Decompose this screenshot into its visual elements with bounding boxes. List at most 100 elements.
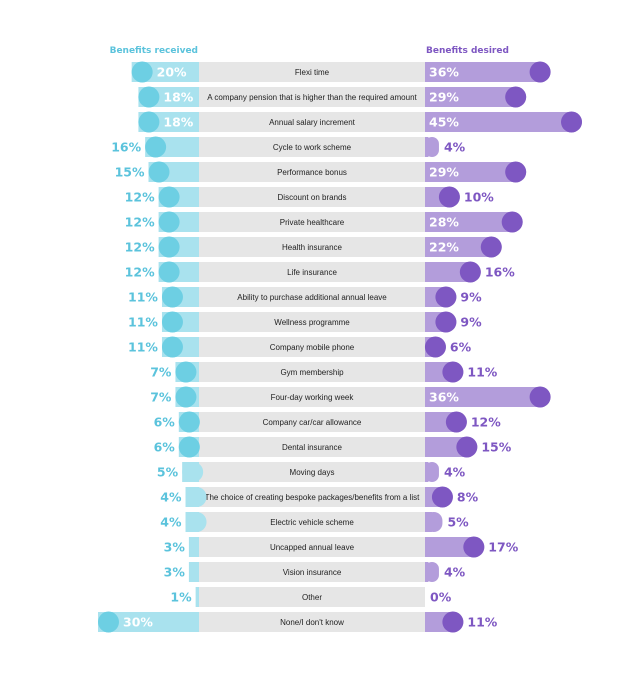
category-band bbox=[199, 487, 425, 507]
desired-dot bbox=[529, 386, 551, 408]
desired-dot bbox=[501, 211, 523, 233]
desired-bar bbox=[425, 87, 516, 107]
category-band bbox=[199, 587, 425, 607]
chart-row: Company mobile phone 11% 6% bbox=[128, 336, 472, 358]
chart-row: Company car/car allowance 6% 12% bbox=[154, 411, 501, 433]
category-label: Flexi time bbox=[295, 68, 330, 77]
category-label: Health insurance bbox=[282, 243, 343, 252]
chart-row: Dental insurance 6% 15% bbox=[154, 436, 512, 458]
received-bar bbox=[98, 612, 199, 632]
chart-row: None/I don't know 30% 11% bbox=[98, 611, 498, 633]
chart-row: Four-day working week 7% 36% bbox=[150, 386, 551, 408]
category-band bbox=[199, 162, 425, 182]
desired-dot bbox=[442, 611, 464, 633]
desired-bar-cap bbox=[425, 562, 439, 582]
category-band bbox=[199, 237, 425, 257]
desired-value-label: 17% bbox=[488, 540, 518, 555]
desired-value-label: 8% bbox=[457, 490, 479, 505]
desired-value-label: 12% bbox=[471, 415, 501, 430]
received-bar-cap bbox=[185, 487, 207, 507]
category-label: None/I don't know bbox=[280, 618, 344, 627]
desired-value-label: 36% bbox=[429, 390, 459, 405]
category-band bbox=[199, 62, 425, 82]
received-value-label: 3% bbox=[164, 565, 186, 580]
category-label: Electric vehicle scheme bbox=[270, 518, 354, 527]
category-band bbox=[199, 187, 425, 207]
received-value-label: 11% bbox=[128, 290, 158, 305]
desired-value-label: 11% bbox=[467, 615, 497, 630]
category-label: The choice of creating bespoke packages/… bbox=[205, 493, 421, 502]
desired-value-label: 10% bbox=[464, 190, 494, 205]
desired-value-label: 29% bbox=[429, 165, 459, 180]
category-band bbox=[199, 337, 425, 357]
category-label: A company pension that is higher than th… bbox=[207, 93, 417, 102]
desired-dot bbox=[529, 61, 551, 83]
category-label: Discount on brands bbox=[278, 193, 347, 202]
chart-row: Health insurance 12% 22% bbox=[125, 236, 502, 258]
desired-value-label: 4% bbox=[444, 565, 466, 580]
desired-value-label: 36% bbox=[429, 65, 459, 80]
received-dot bbox=[178, 436, 200, 458]
chart-row: Cycle to work scheme 16% 4% bbox=[111, 136, 466, 158]
received-value-label: 12% bbox=[125, 265, 155, 280]
desired-bar bbox=[425, 62, 541, 82]
desired-value-label: 4% bbox=[444, 140, 466, 155]
category-label: Company car/car allowance bbox=[263, 418, 362, 427]
received-value-label: 12% bbox=[125, 190, 155, 205]
desired-bar bbox=[425, 537, 474, 557]
desired-bar-cap bbox=[425, 137, 439, 157]
received-dot bbox=[145, 136, 167, 158]
received-dot bbox=[161, 336, 183, 358]
desired-bar bbox=[425, 162, 516, 182]
category-band bbox=[199, 512, 425, 532]
desired-value-label: 9% bbox=[460, 315, 482, 330]
received-value-label: 1% bbox=[170, 590, 192, 605]
received-dot bbox=[158, 236, 180, 258]
category-band bbox=[199, 387, 425, 407]
received-value-label: 12% bbox=[125, 215, 155, 230]
desired-dot bbox=[459, 261, 481, 283]
received-bar bbox=[188, 562, 199, 582]
category-label: Ability to purchase additional annual le… bbox=[237, 293, 387, 302]
desired-value-label: 11% bbox=[467, 365, 497, 380]
desired-value-label: 15% bbox=[481, 440, 511, 455]
received-value-label: 4% bbox=[160, 515, 182, 530]
category-band bbox=[199, 212, 425, 232]
category-band bbox=[199, 537, 425, 557]
category-label: Life insurance bbox=[287, 268, 337, 277]
desired-value-label: 6% bbox=[450, 340, 472, 355]
category-band bbox=[199, 287, 425, 307]
received-value-label: 16% bbox=[111, 140, 141, 155]
category-label: Performance bonus bbox=[277, 168, 347, 177]
category-band bbox=[199, 87, 425, 107]
desired-dot bbox=[438, 186, 460, 208]
chart-row: Discount on brands 12% 10% bbox=[125, 186, 494, 208]
desired-value-label: 22% bbox=[429, 240, 459, 255]
received-value-label: 12% bbox=[125, 240, 155, 255]
desired-dot bbox=[445, 411, 467, 433]
chart-row: Moving days 5% 4% bbox=[157, 462, 466, 482]
chart-row: The choice of creating bespoke packages/… bbox=[160, 486, 479, 508]
received-bar bbox=[195, 587, 199, 607]
category-band bbox=[199, 562, 425, 582]
desired-value-label: 5% bbox=[447, 515, 469, 530]
received-bar-cap bbox=[185, 512, 207, 532]
left-header: Benefits received bbox=[110, 46, 198, 56]
desired-value-label: 28% bbox=[429, 215, 459, 230]
received-dot bbox=[131, 61, 153, 83]
chart-row: Uncapped annual leave 3% 17% bbox=[164, 536, 519, 558]
desired-bar bbox=[425, 262, 471, 282]
received-value-label: 18% bbox=[163, 115, 193, 130]
desired-dot bbox=[456, 436, 478, 458]
category-label: Other bbox=[302, 593, 322, 602]
received-dot bbox=[161, 286, 183, 308]
category-label: Gym membership bbox=[280, 368, 344, 377]
desired-value-label: 45% bbox=[429, 115, 459, 130]
received-value-label: 30% bbox=[123, 615, 153, 630]
desired-value-label: 4% bbox=[444, 465, 466, 480]
received-dot bbox=[161, 311, 183, 333]
desired-dot bbox=[424, 336, 446, 358]
category-label: Vision insurance bbox=[283, 568, 342, 577]
received-value-label: 6% bbox=[154, 440, 176, 455]
